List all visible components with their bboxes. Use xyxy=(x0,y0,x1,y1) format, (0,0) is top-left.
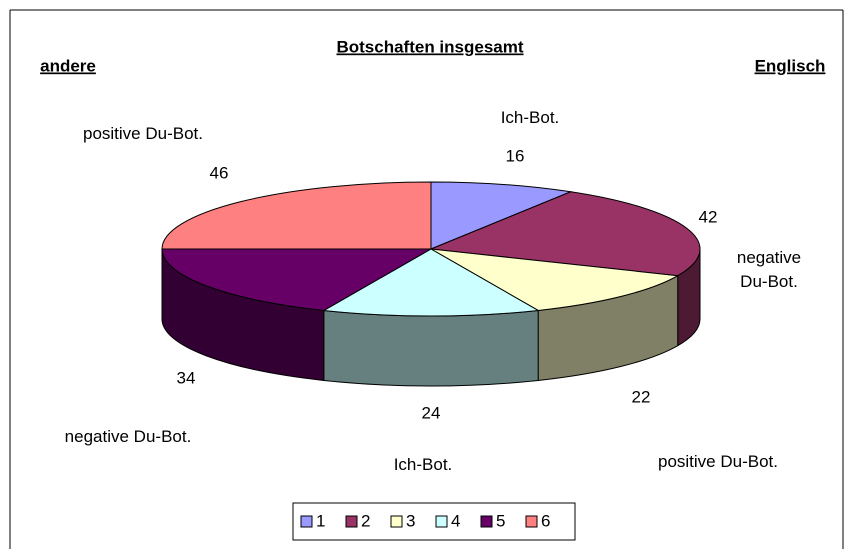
pie-slice xyxy=(430,191,701,277)
data-label: 16 xyxy=(506,146,525,165)
pie-slice xyxy=(430,248,680,311)
data-label: 46 xyxy=(210,163,229,182)
legend-label: 2 xyxy=(361,511,370,530)
slice-label: positive Du-Bot. xyxy=(658,452,778,471)
legend-swatch xyxy=(480,515,493,528)
data-label: 42 xyxy=(699,207,718,226)
pie-slice xyxy=(161,248,433,311)
legend-label: 5 xyxy=(496,511,505,530)
legend-label: 4 xyxy=(451,511,460,530)
pie-slice xyxy=(161,181,432,250)
annotation: Englisch xyxy=(755,56,826,75)
legend-label: 1 xyxy=(316,511,325,530)
slice-label: negative Du-Bot. xyxy=(64,427,192,446)
pie-slice-side xyxy=(323,309,539,387)
chart-title: Botschaften insgesamt xyxy=(336,37,523,56)
pie-slice xyxy=(322,248,540,317)
legend-swatch xyxy=(435,515,448,528)
data-label: 24 xyxy=(422,403,441,422)
slice-label: Ich-Bot. xyxy=(393,455,453,474)
legend-label: 6 xyxy=(541,511,550,530)
data-label: 34 xyxy=(177,368,196,387)
data-label: 22 xyxy=(632,387,651,406)
legend-swatch xyxy=(300,515,313,528)
legend-swatch xyxy=(525,515,538,528)
slice-label: positive Du-Bot. xyxy=(83,124,203,143)
legend-swatch xyxy=(390,515,403,528)
annotation: andere xyxy=(40,56,96,75)
pie-slice xyxy=(430,181,573,250)
slice-label: negative Du-Bot. xyxy=(736,248,802,291)
slice-label: Ich-Bot. xyxy=(500,108,560,127)
legend-swatch xyxy=(345,515,358,528)
legend-label: 3 xyxy=(406,511,415,530)
